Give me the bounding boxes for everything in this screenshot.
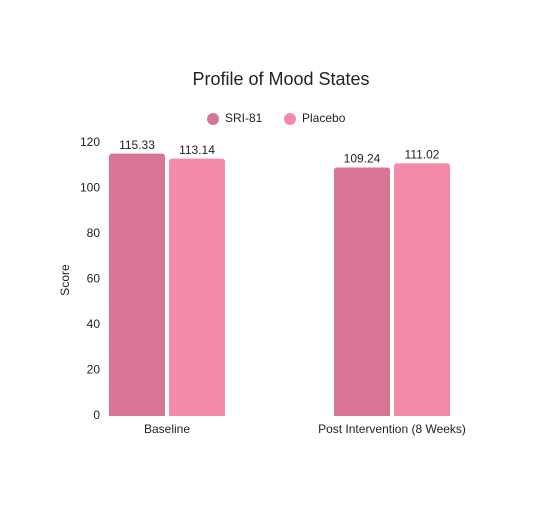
y-tick-label: 100 (80, 181, 100, 195)
bar (169, 158, 225, 416)
y-tick-label: 80 (87, 226, 101, 240)
bar (109, 153, 165, 416)
data-label: 113.14 (179, 143, 215, 157)
legend-swatch (284, 113, 296, 125)
y-tick-label: 20 (87, 363, 101, 377)
data-label: 109.24 (344, 152, 381, 166)
y-tick-label: 120 (80, 135, 100, 149)
legend-swatch (207, 113, 219, 125)
chart-title: Profile of Mood States (192, 69, 369, 89)
x-tick-label: Baseline (144, 422, 190, 436)
y-tick-label: 40 (87, 317, 101, 331)
legend-label: SRI-81 (225, 111, 263, 125)
data-label: 111.02 (405, 148, 440, 162)
y-tick-label: 0 (93, 408, 100, 422)
y-tick-label: 60 (87, 272, 101, 286)
bar (334, 167, 390, 416)
legend-label: Placebo (302, 111, 346, 125)
data-label: 115.33 (119, 138, 155, 152)
x-tick-label: Post Intervention (8 Weeks) (318, 422, 466, 436)
y-axis-label: Score (58, 264, 72, 296)
bar (394, 163, 450, 416)
